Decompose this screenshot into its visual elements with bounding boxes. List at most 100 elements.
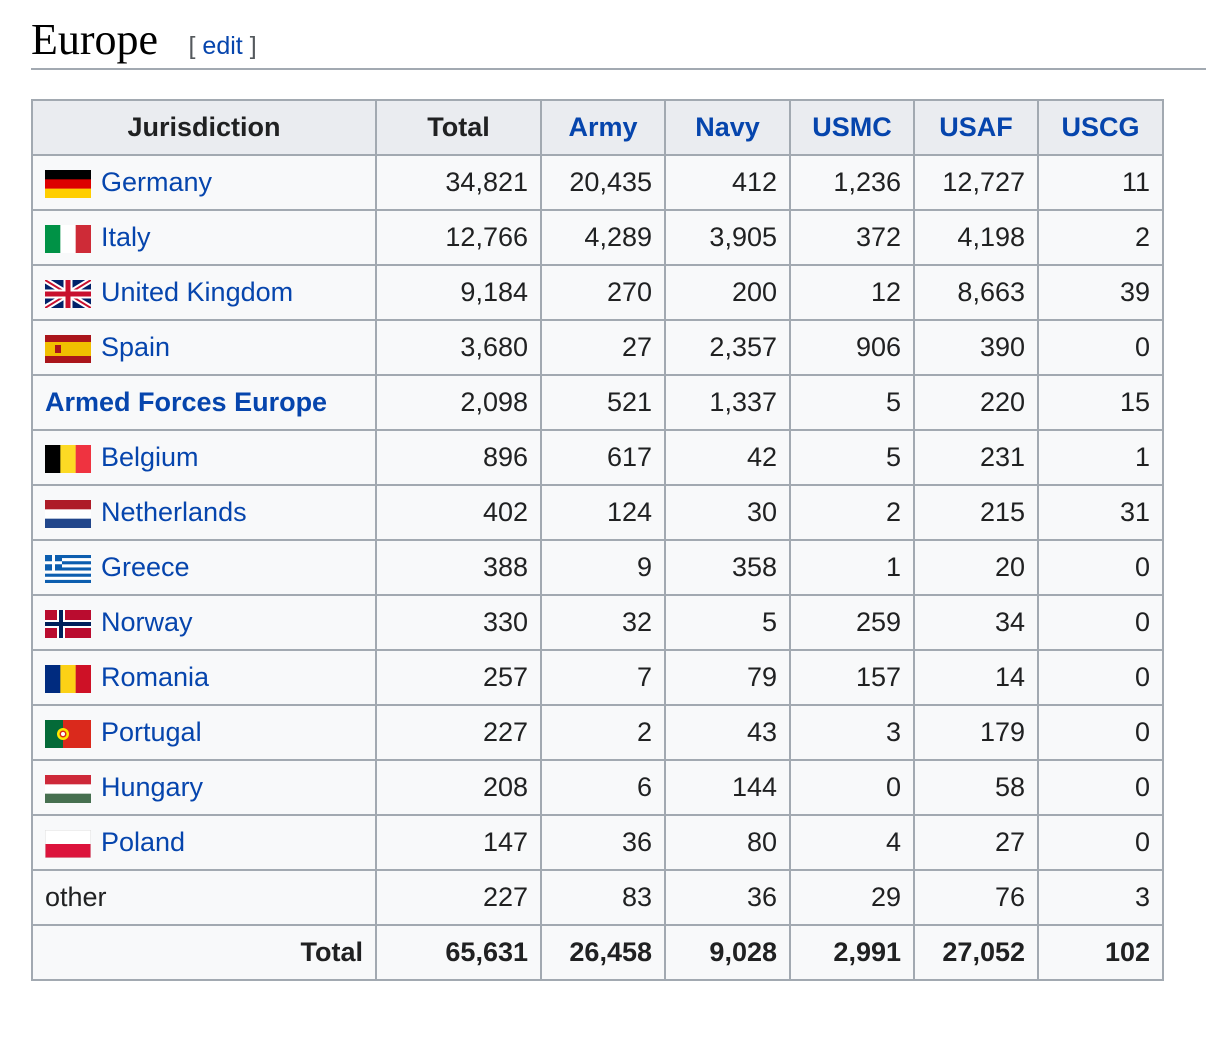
bracket-close: ] xyxy=(249,32,257,60)
header-row: Jurisdiction Total Army Navy USMC USAF USCG xyxy=(31,99,1164,156)
edit-section: [ edit ] xyxy=(189,32,257,60)
edit-link[interactable]: edit xyxy=(202,32,243,60)
jurisdiction-cell: Romania xyxy=(31,649,377,706)
jurisdiction-link[interactable]: Netherlands xyxy=(101,497,247,527)
value-cell-uscg: 31 xyxy=(1037,484,1164,541)
value-cell-total: 2,098 xyxy=(375,374,542,431)
value-cell-total: 3,680 xyxy=(375,319,542,376)
netherlands-flag-icon xyxy=(45,499,91,528)
value-cell-army: 124 xyxy=(540,484,666,541)
total-cell-total: 65,631 xyxy=(375,924,542,981)
poland-flag-icon xyxy=(45,829,91,858)
jurisdiction-cell: Greece xyxy=(31,539,377,596)
value-cell-navy: 42 xyxy=(664,429,791,486)
total-row: Total 65,631 26,458 9,028 2,991 27,052 102 xyxy=(31,924,1164,981)
jurisdiction-link[interactable]: Belgium xyxy=(101,442,199,472)
table-row: Germany 34,821 20,435 412 1,236 12,727 11 xyxy=(31,154,1164,211)
table-row: Romania 257 7 79 157 14 0 xyxy=(31,649,1164,706)
jurisdiction-link[interactable]: Spain xyxy=(101,332,171,362)
portugal-flag-icon xyxy=(45,719,91,748)
value-cell-navy: 200 xyxy=(664,264,791,321)
value-cell-usmc: 259 xyxy=(789,594,915,651)
jurisdiction-label: other xyxy=(45,882,107,912)
column-header-usaf[interactable]: USAF xyxy=(913,99,1039,156)
value-cell-usmc: 1 xyxy=(789,539,915,596)
value-cell-uscg: 1 xyxy=(1037,429,1164,486)
value-cell-navy: 36 xyxy=(664,869,791,926)
value-cell-usaf: 179 xyxy=(913,704,1039,761)
value-cell-usmc: 4 xyxy=(789,814,915,871)
jurisdiction-link[interactable]: Portugal xyxy=(101,717,202,747)
jurisdiction-link[interactable]: Germany xyxy=(101,167,213,197)
value-cell-usmc: 157 xyxy=(789,649,915,706)
belgium-flag-icon xyxy=(45,444,91,473)
total-cell-usaf: 27,052 xyxy=(913,924,1039,981)
value-cell-total: 330 xyxy=(375,594,542,651)
jurisdiction-link[interactable]: Italy xyxy=(101,222,151,252)
table-row: Greece 388 9 358 1 20 0 xyxy=(31,539,1164,596)
jurisdiction-cell: Portugal xyxy=(31,704,377,761)
value-cell-uscg: 0 xyxy=(1037,759,1164,816)
value-cell-total: 208 xyxy=(375,759,542,816)
value-cell-usaf: 14 xyxy=(913,649,1039,706)
jurisdiction-cell: Netherlands xyxy=(31,484,377,541)
column-header-navy[interactable]: Navy xyxy=(664,99,791,156)
table-row: Italy 12,766 4,289 3,905 372 4,198 2 xyxy=(31,209,1164,266)
romania-flag-icon xyxy=(45,664,91,693)
value-cell-total: 12,766 xyxy=(375,209,542,266)
value-cell-uscg: 0 xyxy=(1037,649,1164,706)
total-cell-uscg: 102 xyxy=(1037,924,1164,981)
value-cell-usmc: 372 xyxy=(789,209,915,266)
column-header-total: Total xyxy=(375,99,542,156)
value-cell-total: 896 xyxy=(375,429,542,486)
jurisdiction-cell: Norway xyxy=(31,594,377,651)
value-cell-navy: 144 xyxy=(664,759,791,816)
jurisdiction-cell: Germany xyxy=(31,154,377,211)
value-cell-usmc: 2 xyxy=(789,484,915,541)
uk-flag-icon xyxy=(45,279,91,308)
jurisdiction-link[interactable]: Poland xyxy=(101,827,186,857)
value-cell-total: 388 xyxy=(375,539,542,596)
value-cell-army: 9 xyxy=(540,539,666,596)
jurisdiction-link[interactable]: Romania xyxy=(101,662,210,692)
jurisdiction-link[interactable]: Greece xyxy=(101,552,190,582)
value-cell-usaf: 58 xyxy=(913,759,1039,816)
jurisdiction-cell: Belgium xyxy=(31,429,377,486)
value-cell-uscg: 2 xyxy=(1037,209,1164,266)
value-cell-navy: 1,337 xyxy=(664,374,791,431)
value-cell-army: 36 xyxy=(540,814,666,871)
total-cell-usmc: 2,991 xyxy=(789,924,915,981)
jurisdiction-link[interactable]: United Kingdom xyxy=(101,277,294,307)
column-header-uscg[interactable]: USCG xyxy=(1037,99,1164,156)
value-cell-usaf: 12,727 xyxy=(913,154,1039,211)
jurisdiction-link[interactable]: Armed Forces Europe xyxy=(45,387,328,417)
table-row: Netherlands 402 124 30 2 215 31 xyxy=(31,484,1164,541)
value-cell-usaf: 8,663 xyxy=(913,264,1039,321)
italy-flag-icon xyxy=(45,224,91,253)
value-cell-navy: 5 xyxy=(664,594,791,651)
bracket-open: [ xyxy=(188,32,196,60)
jurisdiction-link[interactable]: Norway xyxy=(101,607,193,637)
value-cell-navy: 79 xyxy=(664,649,791,706)
value-cell-army: 2 xyxy=(540,704,666,761)
value-cell-uscg: 0 xyxy=(1037,319,1164,376)
section-heading: Europe [ edit ] xyxy=(31,14,1206,70)
value-cell-navy: 80 xyxy=(664,814,791,871)
value-cell-usmc: 5 xyxy=(789,374,915,431)
value-cell-usaf: 76 xyxy=(913,869,1039,926)
value-cell-usaf: 34 xyxy=(913,594,1039,651)
value-cell-usaf: 215 xyxy=(913,484,1039,541)
value-cell-usmc: 1,236 xyxy=(789,154,915,211)
value-cell-usaf: 27 xyxy=(913,814,1039,871)
jurisdiction-cell: other xyxy=(31,869,377,926)
value-cell-army: 32 xyxy=(540,594,666,651)
value-cell-army: 83 xyxy=(540,869,666,926)
value-cell-navy: 3,905 xyxy=(664,209,791,266)
jurisdiction-cell: Spain xyxy=(31,319,377,376)
table-row: Norway 330 32 5 259 34 0 xyxy=(31,594,1164,651)
table-row: United Kingdom 9,184 270 200 12 8,663 39 xyxy=(31,264,1164,321)
column-header-army[interactable]: Army xyxy=(540,99,666,156)
jurisdiction-link[interactable]: Hungary xyxy=(101,772,204,802)
column-header-usmc[interactable]: USMC xyxy=(789,99,915,156)
value-cell-total: 9,184 xyxy=(375,264,542,321)
